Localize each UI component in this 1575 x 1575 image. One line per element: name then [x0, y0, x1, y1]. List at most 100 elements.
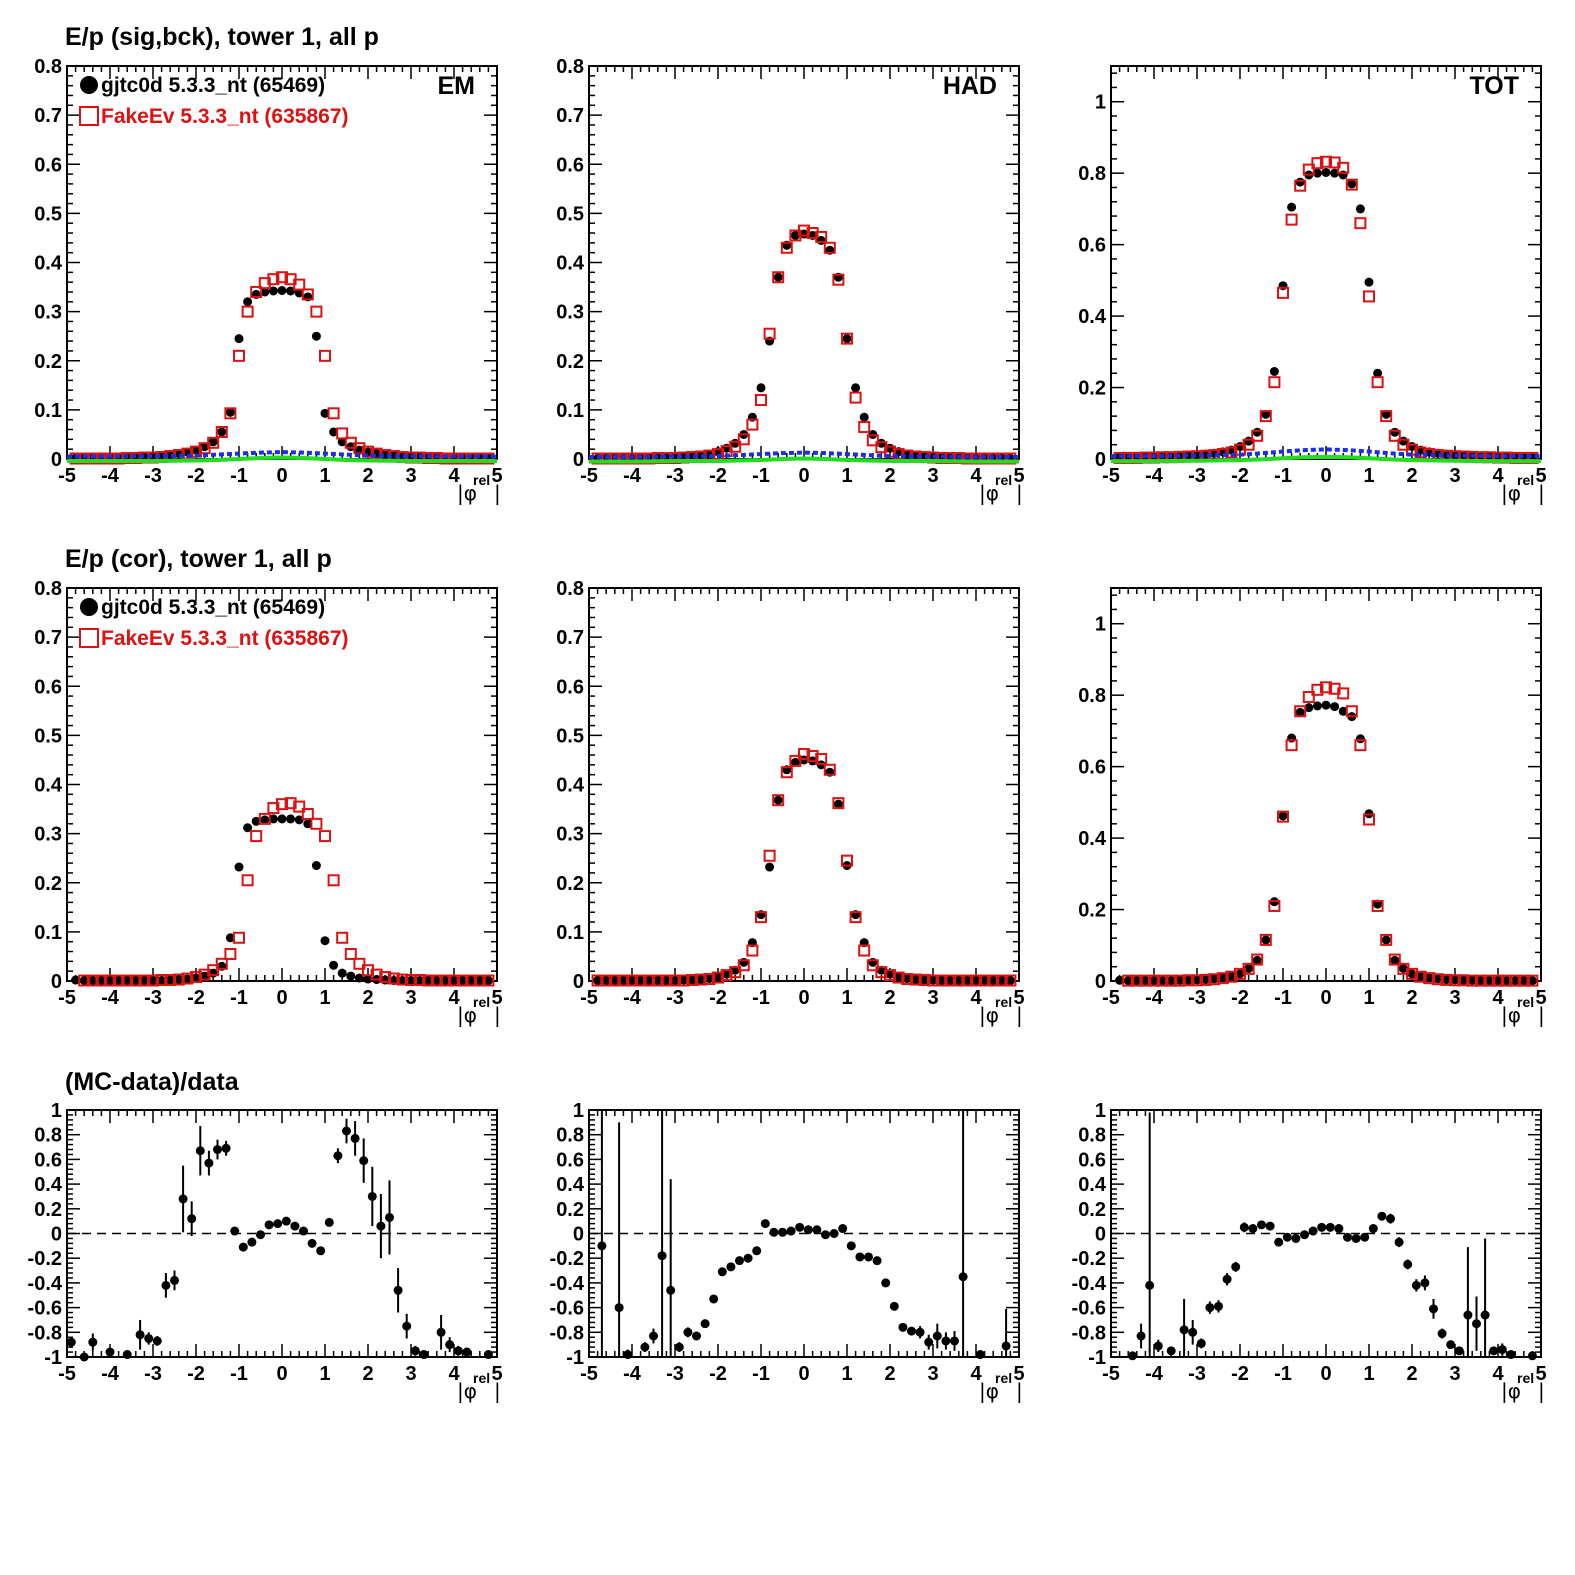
- data-point: [1441, 975, 1451, 985]
- mc-point: [686, 974, 699, 987]
- series-0: [71, 814, 493, 986]
- mc-point: [448, 452, 460, 465]
- data-point: [1424, 973, 1434, 983]
- mc-point: [327, 407, 340, 420]
- data-point: [225, 407, 235, 417]
- data-point: [286, 814, 296, 824]
- data-point: [1166, 976, 1176, 986]
- data-point: [653, 976, 663, 986]
- ratio-point: [1480, 1310, 1490, 1320]
- x-tick-label: 0: [1320, 1363, 1331, 1385]
- y-tick-label: 0: [1095, 449, 1106, 471]
- data-point: [988, 976, 998, 986]
- x-tick-label: -5: [580, 1363, 598, 1385]
- mc-point: [1259, 933, 1272, 946]
- x-tick-label: -3: [1188, 987, 1206, 1009]
- x-tick-label: -5: [580, 465, 598, 487]
- ratio-point: [393, 1285, 403, 1295]
- mc-point: [482, 452, 495, 465]
- data-point: [756, 383, 766, 393]
- mc-point: [327, 874, 340, 887]
- mc-point: [772, 794, 785, 807]
- mc-point: [215, 425, 228, 438]
- data-point: [96, 976, 106, 986]
- x-axis-label-close: |: [494, 481, 501, 505]
- ratio-point: [1343, 1232, 1352, 1242]
- ratio-point: [152, 1336, 162, 1346]
- mc-point: [1354, 739, 1367, 752]
- ratio-point: [462, 1347, 472, 1357]
- series-0: [66, 1118, 493, 1362]
- x-axis-label-sup: rel: [473, 472, 490, 488]
- mc-point: [1380, 933, 1393, 946]
- ratio-point: [187, 1214, 197, 1224]
- mc-point: [95, 974, 108, 987]
- x-tick-label: -2: [1231, 1363, 1249, 1385]
- x-tick-label: 5: [491, 987, 502, 1009]
- data-point: [842, 334, 852, 344]
- y-tick-label: 0.2: [34, 1199, 62, 1221]
- data-point: [1132, 976, 1142, 986]
- data-point: [191, 445, 201, 455]
- data-point: [458, 976, 468, 986]
- ratio-point: [1446, 1340, 1456, 1350]
- mc-point: [1440, 973, 1453, 986]
- data-point: [593, 976, 603, 986]
- x-axis-label: |φ: [457, 1003, 477, 1027]
- y-tick-label: 1: [1095, 614, 1106, 636]
- mc-point: [319, 830, 331, 843]
- data-point: [1269, 366, 1279, 376]
- data-point: [260, 815, 270, 825]
- data-point: [980, 976, 990, 986]
- x-axis-label-sup: rel: [1517, 1370, 1534, 1386]
- data-point: [1261, 935, 1271, 945]
- legend: gjtc0d 5.3.3_nt (65469) FakeEv 5.3.3_nt (…: [79, 596, 349, 650]
- series-1: [78, 797, 495, 987]
- mc-point: [720, 969, 733, 982]
- ratio-point: [66, 1337, 76, 1347]
- mc-point: [763, 327, 776, 340]
- mc-point: [1474, 974, 1487, 987]
- mc-point: [1345, 705, 1358, 718]
- data-point: [687, 975, 697, 985]
- ratio-point: [1351, 1233, 1361, 1243]
- y-tick-label: 0.4: [1078, 306, 1107, 328]
- x-axis-label-sup: rel: [473, 1370, 490, 1386]
- x-tick-label: 2: [1406, 465, 1417, 487]
- data-point: [1519, 976, 1529, 986]
- legend-label-mc: FakeEv 5.3.3_nt (635867): [101, 627, 349, 650]
- ratio-point: [1394, 1237, 1404, 1247]
- x-tick-label: 1: [319, 465, 330, 487]
- x-axis-label-sup: rel: [473, 994, 490, 1010]
- mc-point: [677, 974, 690, 987]
- mc-point: [147, 974, 159, 987]
- mc-point: [669, 974, 681, 987]
- mc-point: [729, 966, 742, 979]
- mc-point: [763, 849, 776, 862]
- data-point: [1459, 975, 1469, 985]
- data-point: [919, 452, 929, 462]
- x-tick-label: -3: [144, 465, 162, 487]
- ratio-point: [915, 1327, 925, 1337]
- mc-point: [1431, 973, 1444, 986]
- panel-corner-label: TOT: [1469, 72, 1519, 100]
- mc-point: [336, 427, 349, 440]
- y-tick-label: 0.7: [556, 627, 584, 649]
- x-tick-label: 4: [970, 1363, 982, 1385]
- data-point: [139, 976, 149, 986]
- y-tick-label: 0.6: [1078, 1149, 1106, 1171]
- data-point: [971, 976, 981, 986]
- mc-point: [815, 752, 828, 765]
- x-tick-label: 0: [798, 987, 809, 1009]
- mc-point: [841, 332, 853, 345]
- data-point: [483, 976, 493, 986]
- mc-point: [1492, 974, 1504, 987]
- mc-point: [849, 391, 862, 404]
- data-point: [1355, 204, 1365, 214]
- series-3: [1111, 454, 1541, 464]
- ratio-point: [709, 1294, 719, 1304]
- ratio-point: [924, 1337, 934, 1347]
- data-point: [397, 976, 407, 986]
- y-tick-label: 0.2: [34, 873, 62, 895]
